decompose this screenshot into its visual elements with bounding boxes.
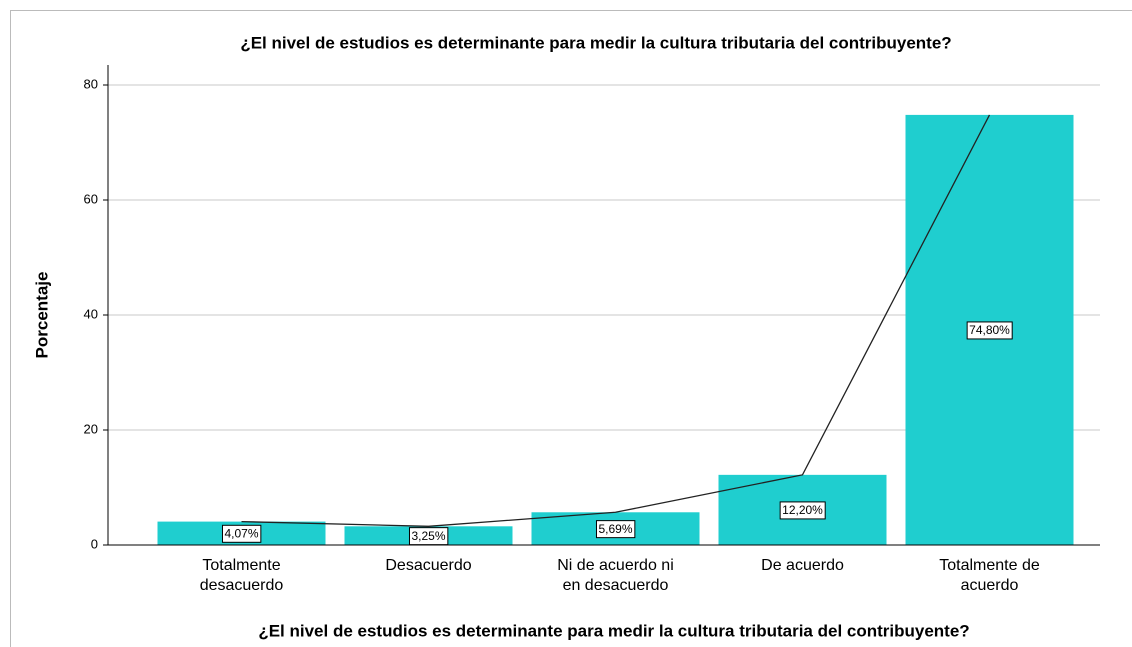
x-tick-label: Desacuerdo [385,557,471,574]
y-tick-label: 40 [84,306,98,321]
value-label-box [221,524,262,543]
value-label-group: 3,25% [408,527,449,546]
value-label: 74,80% [969,323,1010,337]
x-axis-title: ¿El nivel de estudios es determinante pa… [258,621,969,640]
value-label: 5,69% [598,522,632,536]
y-axis-title: Porcentaje [32,272,51,359]
chart-title: ¿El nivel de estudios es determinante pa… [240,33,951,52]
value-label: 4,07% [224,526,258,540]
y-tick-label: 0 [91,536,98,551]
trend-line [241,114,991,527]
x-tick-label: Totalmente de acuerdo [939,557,1040,594]
value-label-group: 12,20% [779,501,826,520]
y-tick-label: 80 [84,76,98,91]
frame [10,10,1132,647]
x-tick-label: Ni de acuerdo ni en desacuerdo [557,557,674,594]
x-tick-label: Totalmente desacuerdo [200,557,284,594]
value-label-box [779,501,826,520]
value-label-group: 4,07% [221,524,262,543]
value-label-box [408,527,449,546]
value-label-group: 5,69% [595,520,636,539]
y-tick-label: 60 [84,191,98,206]
y-tick-label: 20 [84,421,98,436]
value-label: 12,20% [782,503,823,517]
value-label: 3,25% [411,529,445,543]
value-label-group: 74,80% [966,321,1013,340]
x-tick-label: De acuerdo [761,557,844,574]
value-label-box [595,520,636,539]
value-label-box [966,321,1013,340]
